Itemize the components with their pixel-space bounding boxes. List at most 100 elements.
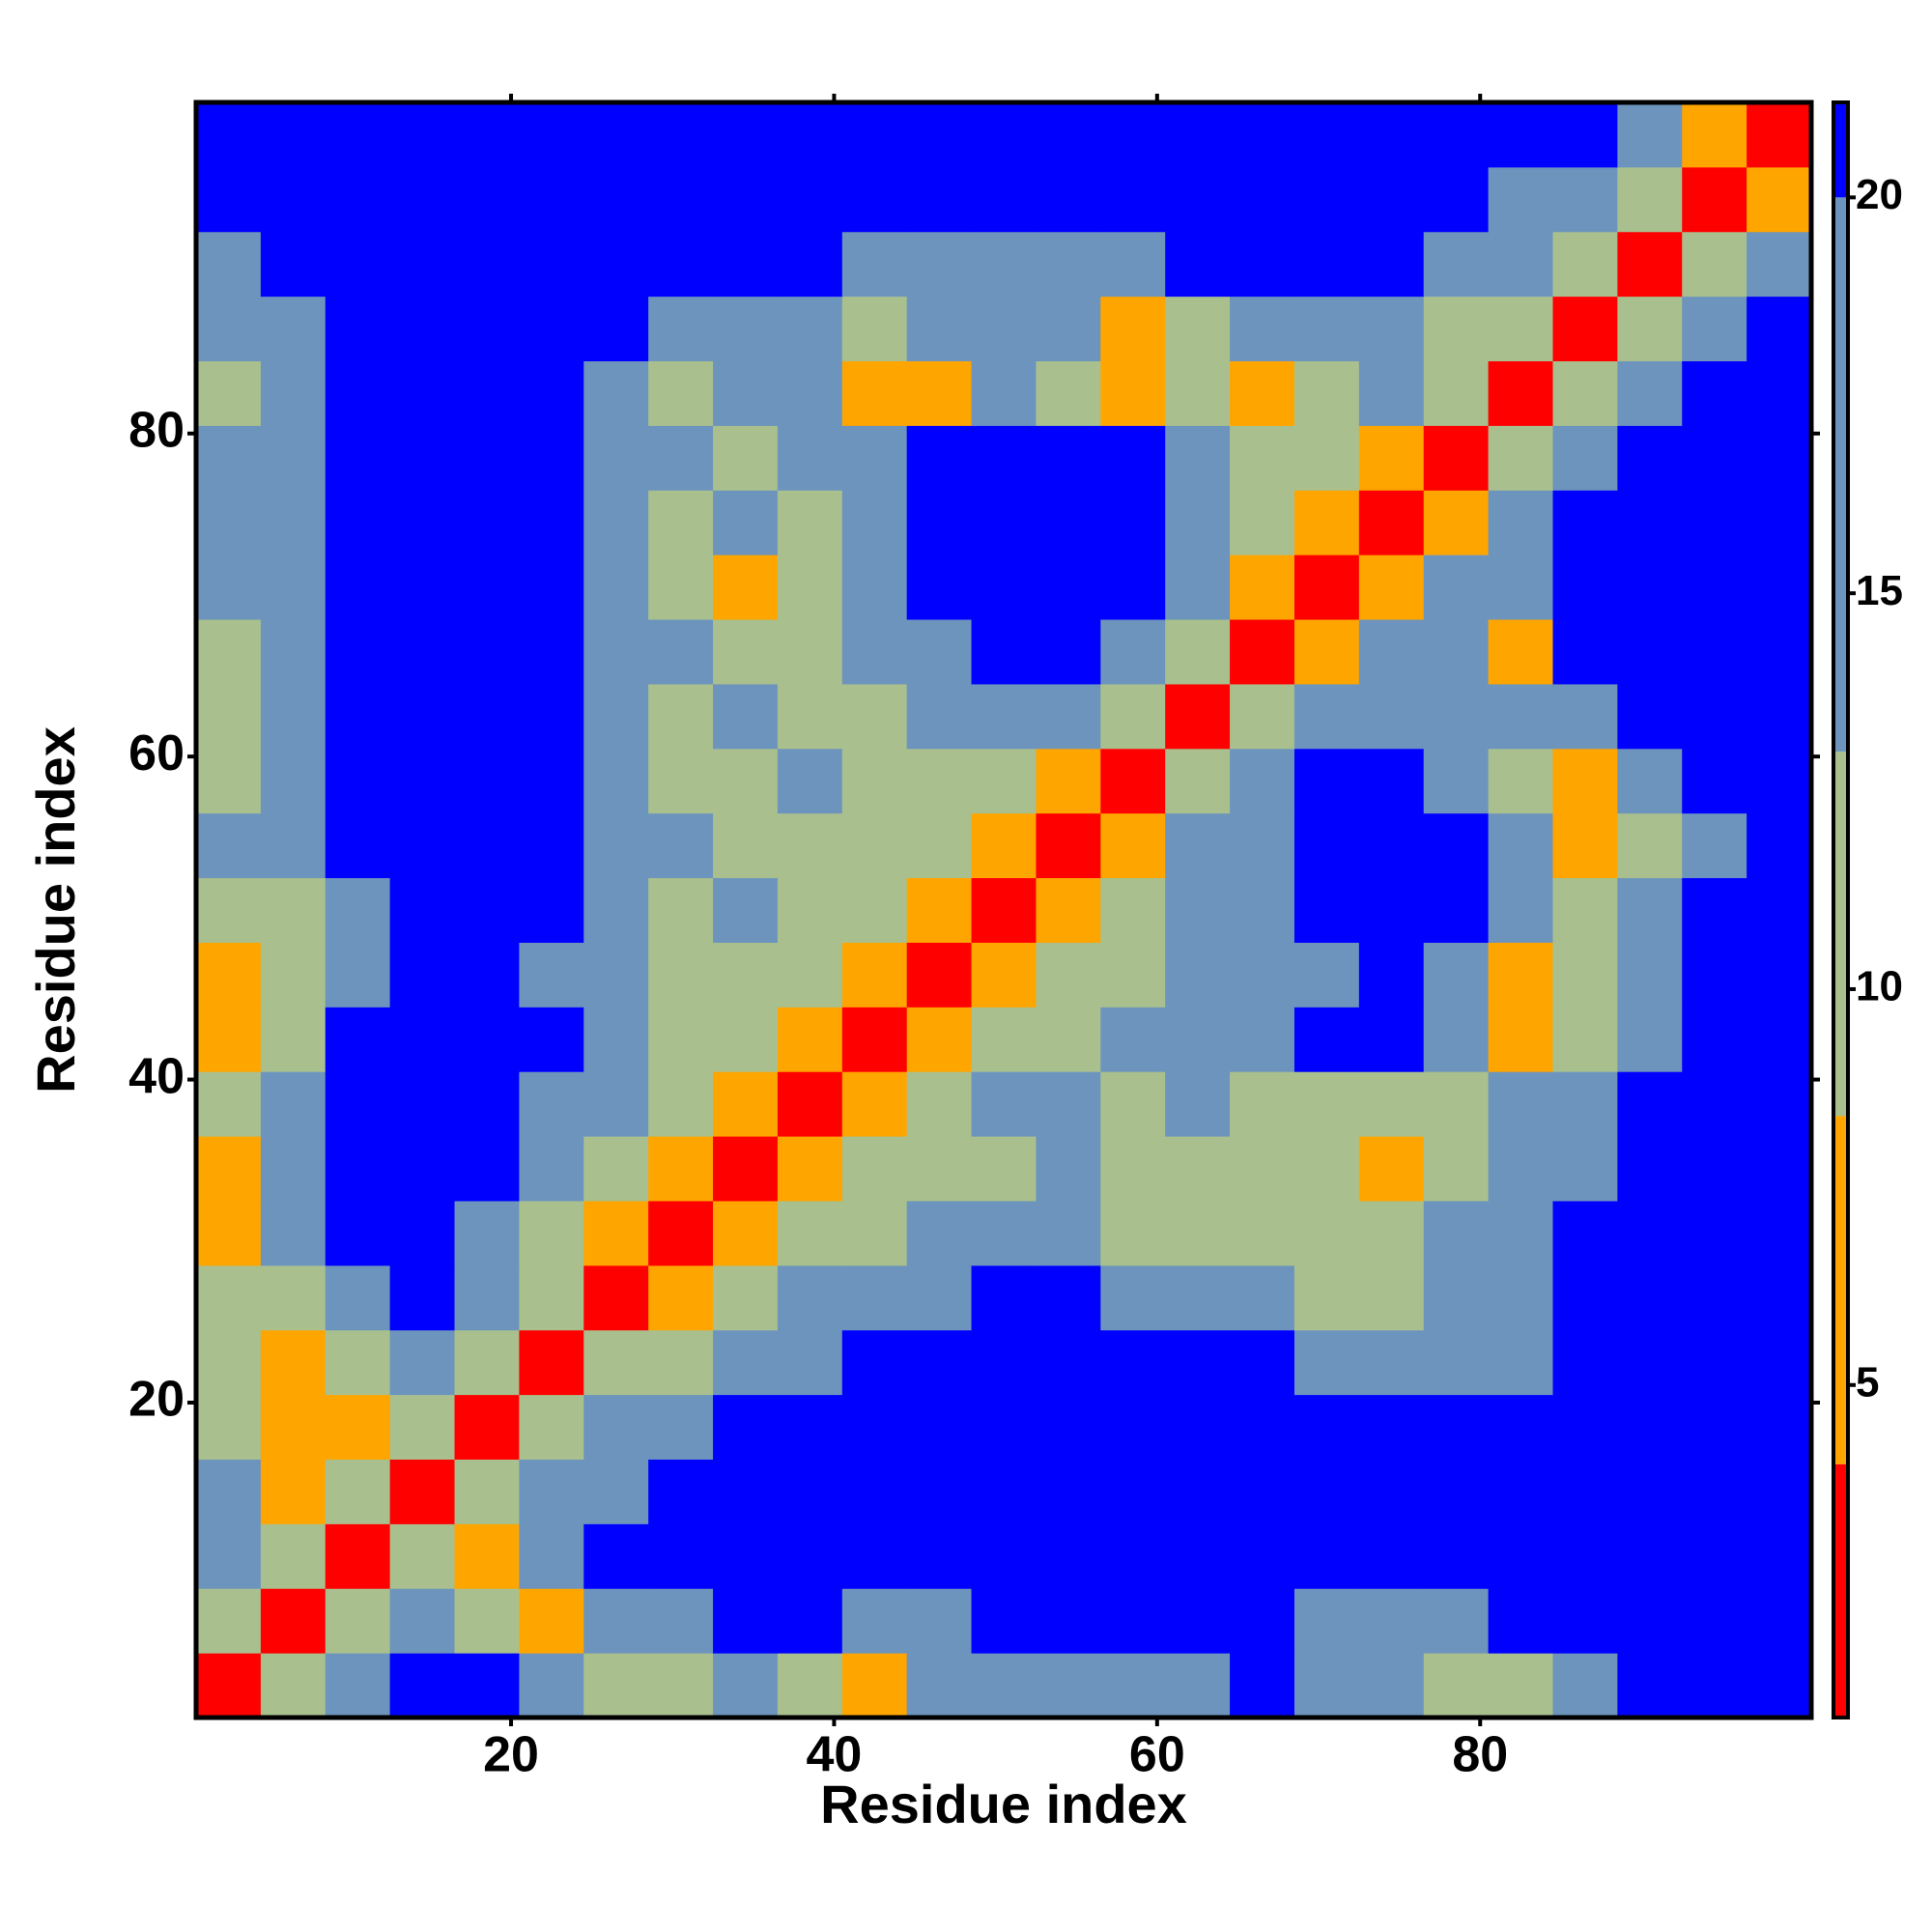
heatmap-cell (454, 1523, 520, 1589)
heatmap-cell (777, 360, 843, 426)
heatmap-cell (1552, 231, 1618, 298)
heatmap-cell (1747, 1588, 1812, 1654)
heatmap-cell (841, 490, 908, 555)
heatmap-cell (583, 683, 649, 750)
heatmap-cell (713, 1588, 779, 1654)
heatmap-cell (1293, 1136, 1360, 1202)
heatmap-cell (971, 1007, 1037, 1072)
heatmap-cell (1165, 166, 1231, 233)
heatmap-cell (971, 748, 1037, 814)
heatmap-cell (1100, 619, 1166, 685)
heatmap-cell (260, 1136, 327, 1202)
heatmap-cell (841, 619, 908, 685)
heatmap-cell (648, 1071, 714, 1137)
heatmap-cell (1100, 877, 1166, 943)
heatmap-cell (1230, 1394, 1295, 1460)
heatmap-cell (1747, 1329, 1812, 1396)
heatmap-cell (841, 748, 908, 814)
heatmap-cell (1230, 1264, 1295, 1331)
heatmap-cell (648, 1007, 714, 1072)
heatmap-cell (713, 490, 779, 555)
heatmap-cell (1230, 1071, 1295, 1137)
heatmap-cell (196, 554, 262, 620)
heatmap-cell (841, 942, 908, 1008)
heatmap-cell (325, 1007, 391, 1072)
heatmap-cell (454, 554, 520, 620)
heatmap-cell (1358, 1136, 1425, 1202)
heatmap-cell (1617, 296, 1683, 362)
heatmap-cell (260, 1459, 327, 1524)
heatmap-cell (1293, 1588, 1360, 1654)
heatmap-cell (906, 425, 973, 491)
heatmap-cell (519, 1007, 584, 1072)
heatmap-cell (1358, 490, 1425, 555)
heatmap-cell (906, 942, 973, 1008)
heatmap-cell (648, 1523, 714, 1589)
heatmap-cell (777, 1653, 843, 1719)
heatmap-cell (1617, 1459, 1683, 1524)
heatmap-cell (260, 360, 327, 426)
heatmap-cell (713, 1200, 779, 1266)
heatmap-cell (906, 166, 973, 233)
heatmap-cell (1358, 231, 1425, 298)
heatmap-cell (1747, 1459, 1812, 1524)
heatmap-cell (260, 1523, 327, 1589)
heatmap-cell (325, 812, 391, 879)
heatmap-cell (325, 1136, 391, 1202)
heatmap-cell (1488, 1394, 1553, 1460)
heatmap-cell (1358, 102, 1425, 168)
heatmap-cell (1682, 360, 1747, 426)
heatmap-cell (1682, 1200, 1747, 1266)
heatmap-cell (454, 360, 520, 426)
heatmap-cell (1423, 619, 1490, 685)
heatmap-cell (1230, 1588, 1295, 1654)
heatmap-cell (583, 360, 649, 426)
heatmap-cell (1036, 554, 1101, 620)
heatmap-cell (1552, 554, 1618, 620)
heatmap-cell (1100, 942, 1166, 1008)
heatmap-cell (777, 942, 843, 1008)
heatmap-cell (325, 1523, 391, 1589)
heatmap-cell (454, 425, 520, 491)
heatmap-cell (906, 1394, 973, 1460)
heatmap-cell (1165, 1459, 1231, 1524)
heatmap-cell (519, 1136, 584, 1202)
heatmap-cell (1488, 1459, 1553, 1524)
heatmap-cell (1165, 1071, 1231, 1137)
heatmap-cell (971, 425, 1037, 491)
heatmap-cell (454, 619, 520, 685)
heatmap-cell (454, 812, 520, 879)
y-axis-label: Residue index (25, 726, 86, 1094)
heatmap-cell (1488, 490, 1553, 555)
heatmap-cell (777, 1071, 843, 1137)
heatmap-cell (1165, 1653, 1231, 1719)
heatmap-cell (583, 231, 649, 298)
heatmap-cell (1036, 1394, 1101, 1460)
heatmap-cell (648, 619, 714, 685)
heatmap-cell (1747, 554, 1812, 620)
heatmap-cell (325, 942, 391, 1008)
heatmap-cell (1488, 942, 1553, 1008)
colorbar-tick-label: 5 (1856, 1358, 1879, 1406)
heatmap-cell (713, 1653, 779, 1719)
heatmap-cell (1358, 296, 1425, 362)
heatmap-cell (454, 1588, 520, 1654)
heatmap-cell (1165, 748, 1231, 814)
heatmap-cell (971, 1588, 1037, 1654)
heatmap-cell (1488, 360, 1553, 426)
heatmap-cell (1165, 1136, 1231, 1202)
heatmap-cell (1423, 1523, 1490, 1589)
heatmap-cell (583, 1264, 649, 1331)
heatmap-cell (1488, 102, 1553, 168)
heatmap-cell (1747, 812, 1812, 879)
heatmap-cell (1293, 877, 1360, 943)
heatmap-cell (1552, 1523, 1618, 1589)
heatmap-cell (906, 1523, 973, 1589)
heatmap-cell (713, 1394, 779, 1460)
heatmap-cell (1358, 360, 1425, 426)
heatmap-cell (1747, 102, 1812, 168)
heatmap-cell (1100, 1653, 1166, 1719)
heatmap-cell (841, 425, 908, 491)
heatmap-cell (389, 490, 456, 555)
heatmap-cell (1100, 1136, 1166, 1202)
